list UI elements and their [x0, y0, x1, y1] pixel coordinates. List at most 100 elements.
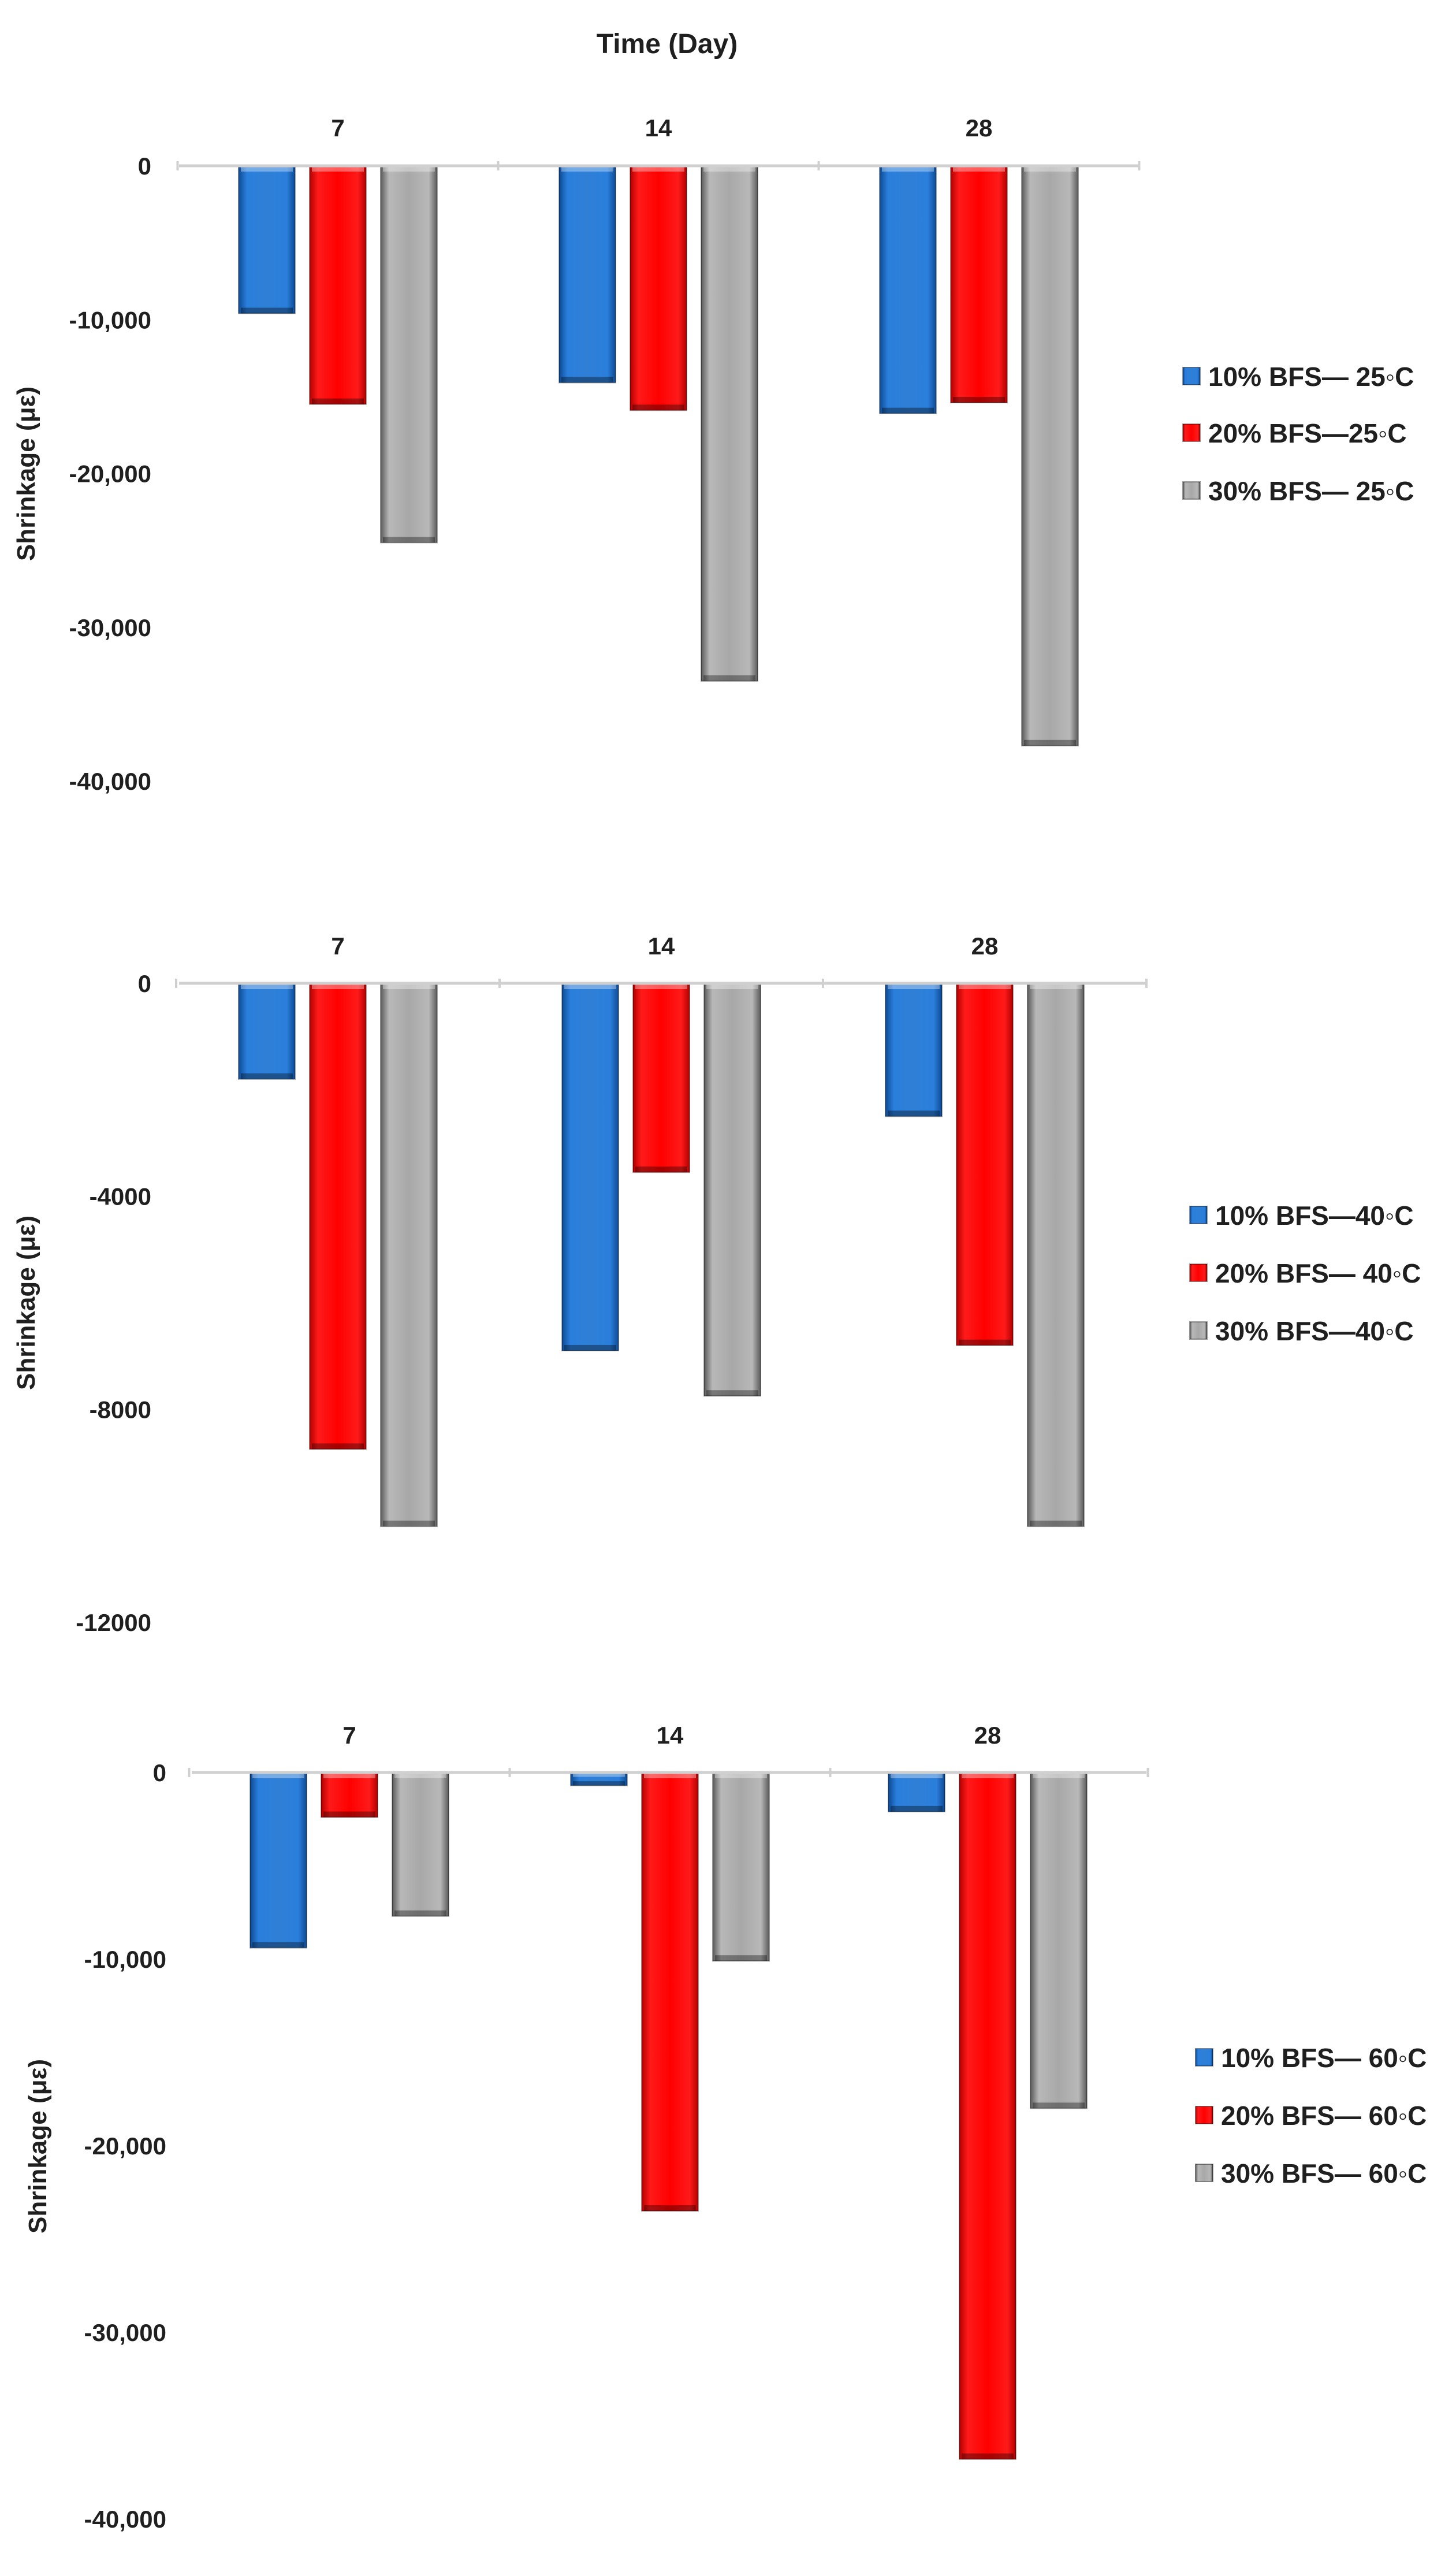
- legend-swatch: [1195, 2048, 1213, 2067]
- bar: [561, 983, 619, 1351]
- y-axis-label: Shrinkage (με): [24, 2059, 52, 2234]
- y-tick-label: -10,000: [84, 1946, 166, 1973]
- bar: [380, 983, 438, 1528]
- category-label: 14: [657, 1722, 684, 1749]
- bar-bottom-bevel: [706, 1390, 758, 1396]
- chart-panel-60c: 0 -10,000 -20,000 -30,000 -40,000 Shrinkage (…: [24, 1722, 1427, 2533]
- chart-panel-40c: 0 -4000 -8000 -12000 Shrinkage (με) 7 14 28 10% …: [12, 932, 1421, 1636]
- legend-entry: 10% BFS— 25◦C: [1208, 362, 1414, 392]
- legend-swatch: [1189, 1264, 1208, 1282]
- bar: [309, 983, 367, 1450]
- bar-bottom-bevel: [564, 1344, 616, 1351]
- bar-top-bevel: [564, 983, 616, 989]
- legend-swatch: [1189, 1321, 1208, 1340]
- bar-top-bevel: [383, 983, 435, 989]
- bar-bottom-bevel: [959, 1339, 1011, 1346]
- bar: [558, 165, 616, 384]
- bar: [703, 983, 761, 1397]
- legend-entry: 20% BFS— 60◦C: [1221, 2101, 1427, 2131]
- bar: [959, 1772, 1016, 2460]
- y-tick-label: -10,000: [69, 306, 151, 333]
- category-label: 14: [648, 932, 675, 960]
- bar-top-bevel: [252, 1772, 304, 1778]
- bar-bottom-bevel: [1033, 2102, 1085, 2109]
- bar: [641, 1772, 699, 2212]
- bar-bottom-bevel: [394, 1910, 446, 1916]
- bar-bottom-bevel: [715, 1955, 767, 1961]
- legend-entry: 10% BFS— 60◦C: [1221, 2043, 1427, 2073]
- bar: [238, 983, 296, 1080]
- bar-bottom-bevel: [888, 1110, 940, 1117]
- bar: [956, 983, 1014, 1346]
- bar-top-bevel: [891, 1772, 943, 1778]
- bar-top-bevel: [1033, 1772, 1085, 1778]
- bar-bottom-bevel: [962, 2453, 1014, 2459]
- bar-top-bevel: [715, 1772, 767, 1778]
- y-tick-label: -20,000: [84, 2132, 166, 2160]
- bar: [238, 165, 296, 314]
- bar-top-bevel: [644, 1772, 696, 1778]
- bar: [309, 165, 367, 405]
- y-tick-label: -12000: [76, 1609, 151, 1636]
- bar-top-bevel: [882, 166, 934, 172]
- legend-entry: 20% BFS— 40◦C: [1215, 1258, 1421, 1288]
- bar-bottom-bevel: [703, 675, 755, 681]
- bar-bottom-bevel: [383, 1521, 435, 1527]
- y-tick-label: 0: [138, 153, 151, 180]
- bar-bottom-bevel: [241, 1073, 293, 1079]
- figure-title: Time (Day): [597, 29, 738, 60]
- bar-bottom-bevel: [635, 1166, 687, 1173]
- y-tick-label: -4000: [90, 1183, 151, 1210]
- legend-swatch: [1182, 481, 1201, 500]
- y-tick-label: 0: [138, 970, 151, 997]
- bar-bottom-bevel: [312, 398, 364, 404]
- y-tick-label: -40,000: [69, 768, 151, 795]
- bar: [321, 1772, 378, 1818]
- bar: [380, 165, 438, 544]
- y-tick-label: -20,000: [69, 460, 151, 488]
- bar-bottom-bevel: [882, 407, 934, 414]
- bar-top-bevel: [312, 983, 364, 989]
- bar-top-bevel: [703, 166, 755, 172]
- legend-entry: 20% BFS—25◦C: [1208, 418, 1407, 448]
- y-axis-label: Shrinkage (με): [12, 1216, 40, 1390]
- bar-top-bevel: [394, 1772, 446, 1778]
- y-tick-label: -8000: [90, 1396, 151, 1423]
- bar: [712, 1772, 770, 1962]
- bar-bottom-bevel: [573, 1781, 625, 1786]
- bar: [1021, 165, 1079, 746]
- bar: [950, 165, 1008, 404]
- legend-swatch: [1195, 2106, 1213, 2124]
- bar-top-bevel: [632, 166, 684, 172]
- y-axis-label: Shrinkage (με): [12, 387, 40, 561]
- bar-top-bevel: [635, 983, 687, 989]
- y-tick-label: -40,000: [84, 2506, 166, 2533]
- y-tick-label: -30,000: [84, 2319, 166, 2346]
- bar-top-bevel: [312, 166, 364, 172]
- bar-top-bevel: [573, 1772, 625, 1777]
- bar-bottom-bevel: [323, 1811, 375, 1818]
- bar-top-bevel: [323, 1772, 375, 1778]
- bar: [701, 165, 758, 682]
- legend-entry: 30% BFS—40◦C: [1215, 1316, 1414, 1346]
- category-label: 7: [342, 1722, 356, 1749]
- bar-top-bevel: [241, 166, 293, 172]
- bar: [250, 1772, 307, 1949]
- bar-bottom-bevel: [383, 537, 435, 543]
- bar: [888, 1772, 945, 1812]
- bar-bottom-bevel: [252, 1942, 304, 1948]
- bar-bottom-bevel: [1030, 1521, 1082, 1527]
- bar-top-bevel: [1024, 166, 1076, 172]
- category-label: 14: [645, 114, 672, 142]
- bar-top-bevel: [962, 1772, 1014, 1778]
- category-label: 7: [331, 114, 344, 142]
- bar-top-bevel: [959, 983, 1011, 989]
- bar-top-bevel: [383, 166, 435, 172]
- category-label: 28: [966, 114, 993, 142]
- bar-top-bevel: [888, 983, 940, 989]
- bar: [392, 1772, 449, 1917]
- legend-swatch: [1182, 367, 1201, 385]
- bar-top-bevel: [706, 983, 758, 989]
- bar: [1030, 1772, 1088, 2109]
